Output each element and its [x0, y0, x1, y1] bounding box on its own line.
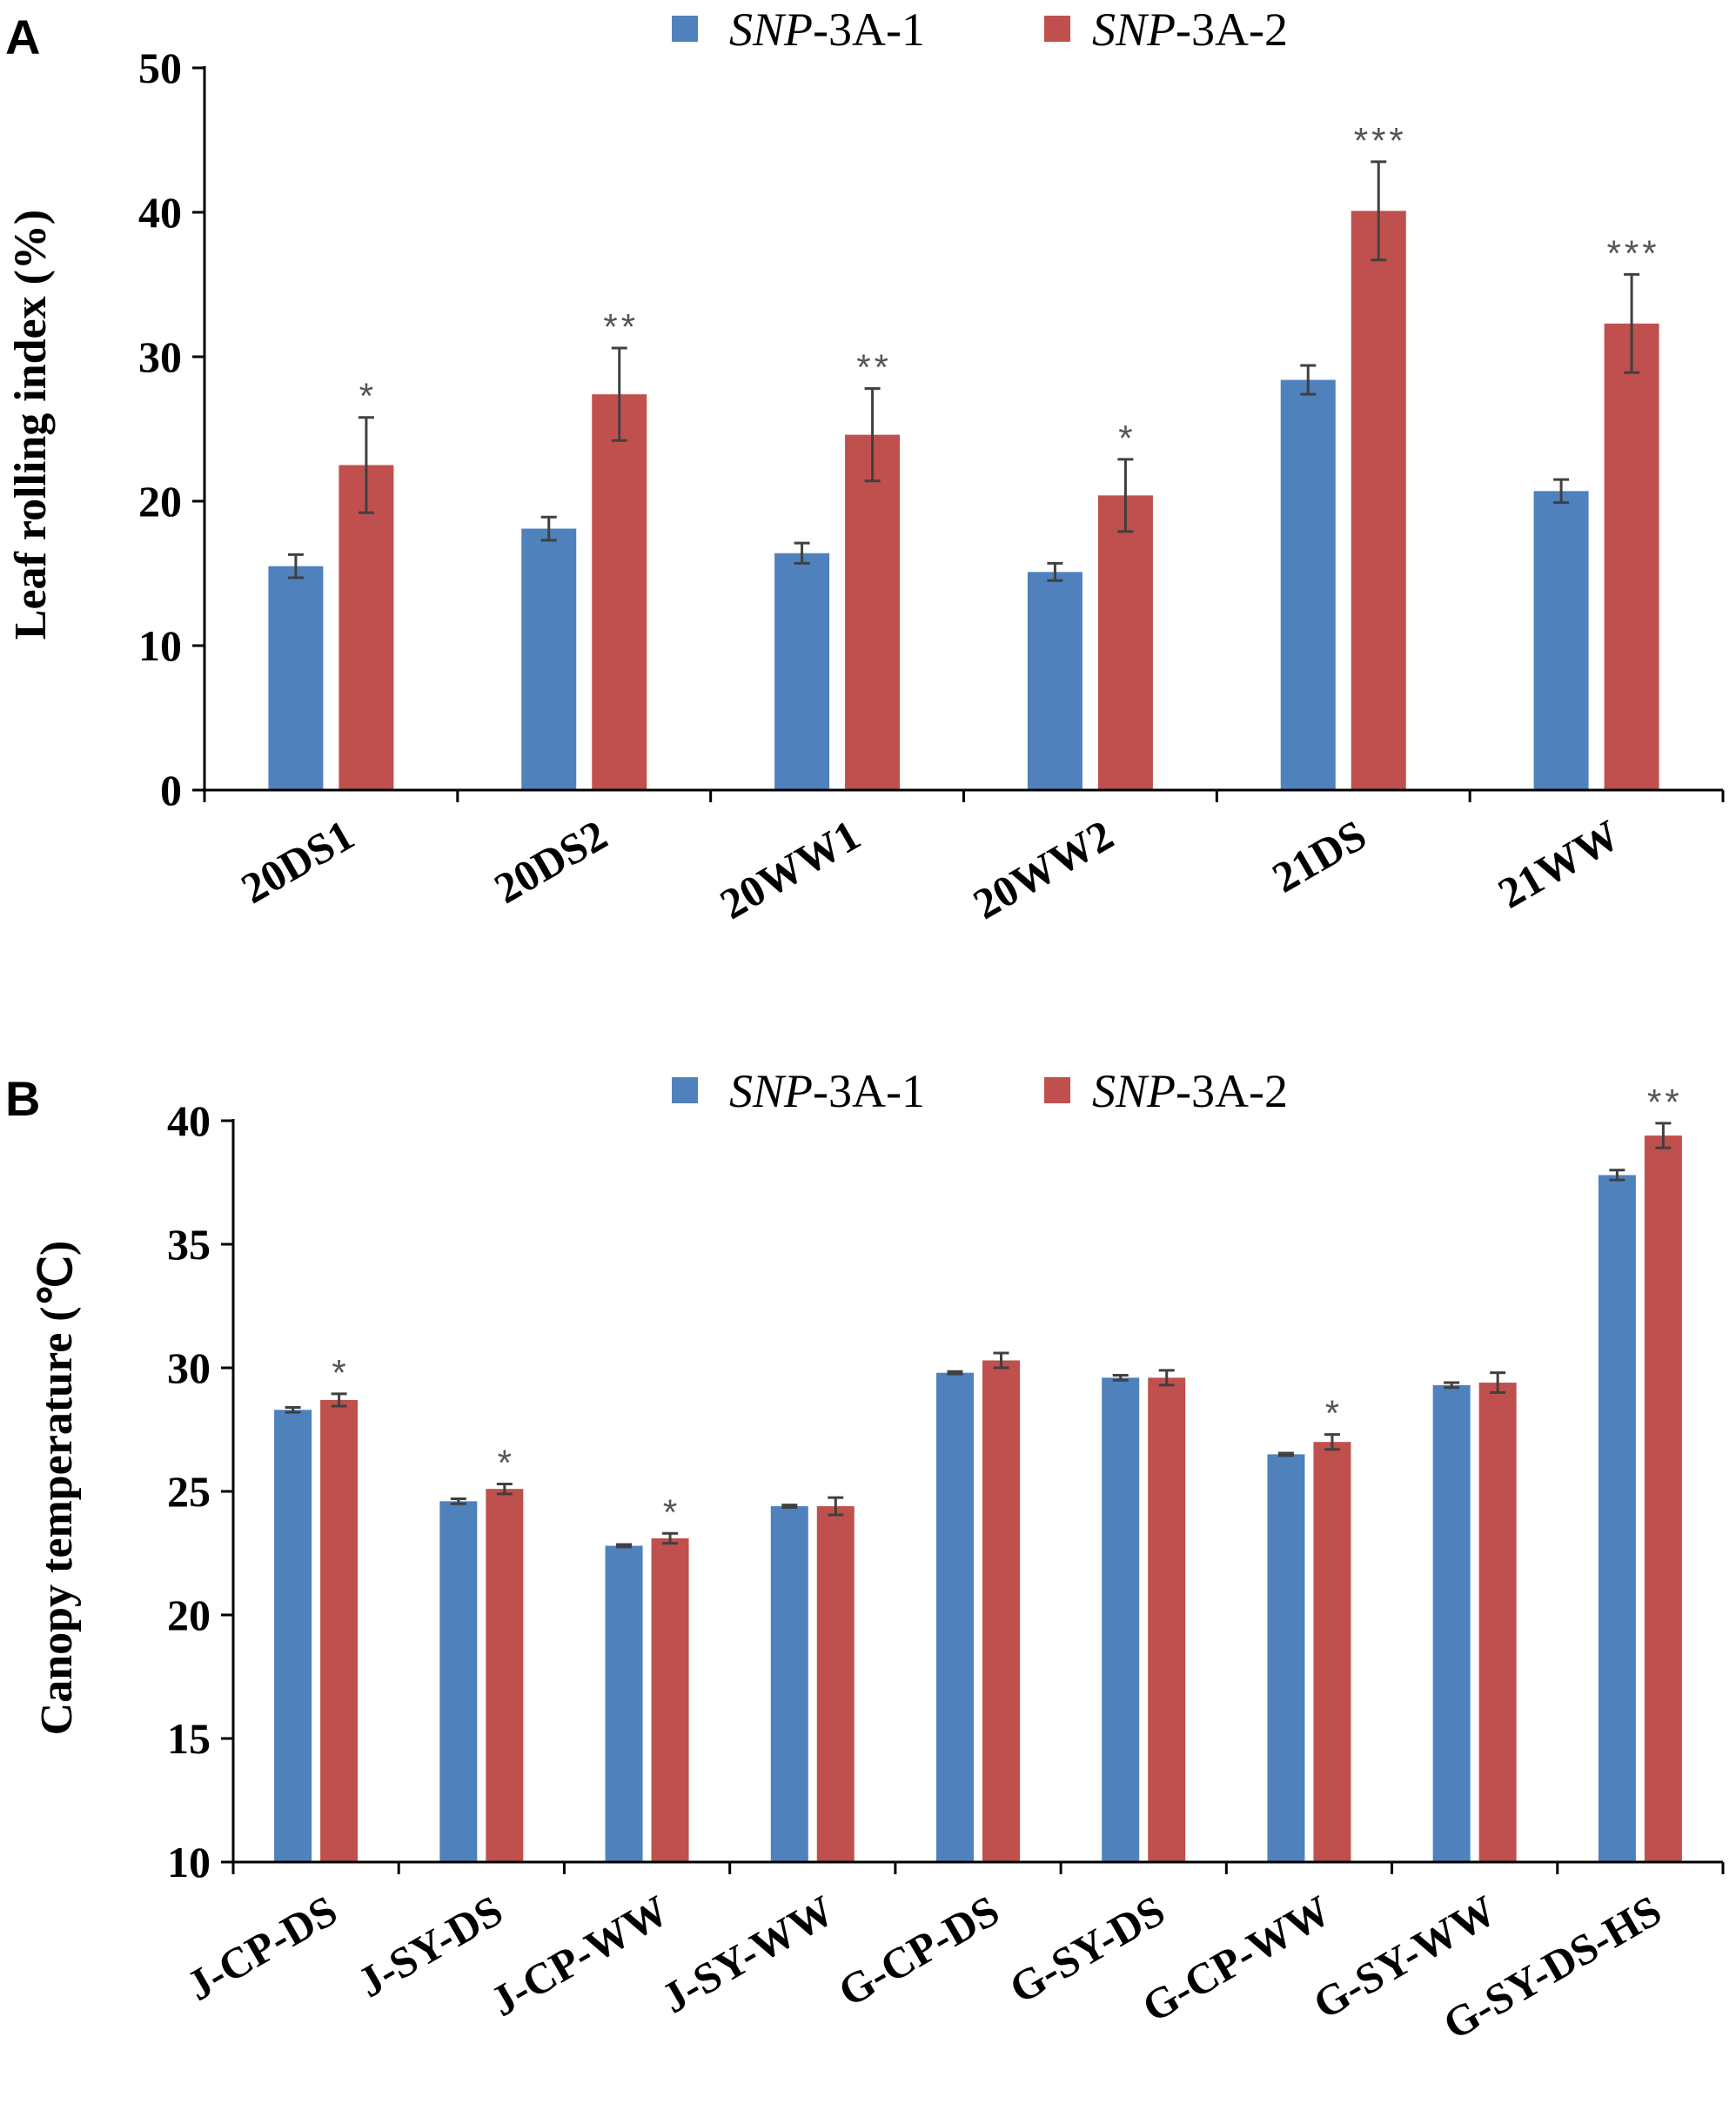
significance-marker: *: [332, 1352, 349, 1393]
panel-a-y-ticks: 0 10 20 30 40 50: [138, 44, 204, 814]
panel-a-axes: [203, 66, 1725, 802]
bar-1-J-SY-DS: [439, 1501, 478, 1862]
legend-swatch-series2: [1044, 16, 1070, 42]
legend-label-series1: SNP-3A-1: [729, 3, 925, 56]
panel-a-y-axis-title: Leaf rolling index (%): [6, 210, 56, 640]
bar-1-G-SY-DS-HS: [1598, 1175, 1636, 1862]
bar-1-J-SY-WW: [770, 1506, 808, 1862]
x-tick-label: G-CP-WW: [1134, 1886, 1338, 2032]
significance-marker: *: [1118, 418, 1136, 459]
bar-2-J-SY-WW: [816, 1506, 855, 1862]
panel-b-x-labels: J-CP-DS J-SY-DSJ-CP-WWJ-SY-WWG-CP-DSG-SY-…: [178, 1886, 1669, 2049]
y-tick-label: 40: [167, 1096, 211, 1145]
panel-b-axes: [231, 1119, 1725, 1874]
bar-1-J-CP-WW: [605, 1545, 643, 1862]
bar-2-G-CP-DS: [982, 1360, 1020, 1862]
bar-2-20DS2: [592, 394, 647, 790]
bar-2-G-SY-WW: [1478, 1383, 1517, 1862]
y-tick-label: 10: [138, 621, 182, 670]
y-tick-label: 40: [138, 188, 182, 237]
panel-b: B SNP-3A-1 SNP-3A-2 Canopy temperature (…: [5, 1065, 1725, 2049]
x-tick-label: J-CP-DS: [178, 1886, 345, 2010]
bar-2-20DS1: [338, 465, 394, 790]
panel-a-legend: SNP-3A-1 SNP-3A-2: [672, 3, 1288, 56]
y-tick-label: 35: [167, 1220, 211, 1269]
panel-a-x-labels: 20DS1 20DS2 20WW1 20WW2 21DS 21WW: [233, 810, 1627, 928]
x-tick-label: 21DS: [1264, 810, 1375, 901]
x-tick-label: 20WW2: [965, 810, 1122, 928]
x-tick-label: 20DS2: [486, 810, 614, 913]
bar-2-21DS: [1351, 211, 1406, 791]
bar-1-21DS: [1280, 379, 1336, 790]
bar-1-G-SY-DS: [1102, 1377, 1140, 1862]
bar-2-20WW1: [845, 434, 901, 790]
panel-a: A SNP-3A-1 SNP-3A-2 Leaf rolling index (…: [5, 3, 1725, 928]
bar-2-G-SY-DS: [1148, 1377, 1186, 1862]
legend-label-series2: SNP-3A-2: [1092, 3, 1288, 56]
bar-1-20WW2: [1027, 572, 1082, 790]
significance-marker: ***: [1607, 232, 1660, 273]
y-tick-label: 15: [167, 1714, 211, 1763]
significance-marker: *: [359, 376, 377, 417]
significance-marker: **: [1647, 1082, 1683, 1122]
legend-label-series1: SNP-3A-1: [729, 1065, 925, 1117]
significance-marker: **: [603, 306, 639, 347]
legend-swatch-series2: [1044, 1077, 1070, 1103]
y-tick-label: 10: [167, 1838, 211, 1886]
panel-b-legend: SNP-3A-1 SNP-3A-2: [672, 1065, 1288, 1117]
legend-label-series2: SNP-3A-2: [1092, 1065, 1288, 1117]
significance-marker: *: [663, 1491, 680, 1532]
bar-1-G-CP-WW: [1267, 1454, 1305, 1862]
panel-b-y-axis-title: Canopy temperature (℃): [32, 1241, 82, 1736]
bar-1-20DS1: [268, 566, 324, 790]
significance-marker: ***: [1354, 120, 1407, 161]
bar-1-20WW1: [774, 553, 830, 790]
bar-2-J-CP-WW: [651, 1538, 689, 1862]
panel-a-letter: A: [5, 10, 40, 64]
y-tick-label: 0: [160, 766, 182, 814]
panel-b-letter: B: [5, 1071, 40, 1126]
x-tick-label: J-SY-WW: [654, 1886, 841, 2022]
x-tick-label: 20DS1: [233, 810, 362, 913]
y-tick-label: 30: [138, 332, 182, 381]
bar-1-21WW: [1533, 491, 1589, 790]
legend-swatch-series1: [672, 1077, 698, 1103]
significance-marker: *: [1325, 1393, 1343, 1434]
y-tick-label: 30: [167, 1343, 211, 1392]
x-tick-label: J-CP-WW: [482, 1886, 676, 2026]
y-tick-label: 20: [167, 1591, 211, 1639]
panel-b-bars: ******: [274, 1082, 1683, 1862]
bar-1-J-CP-DS: [274, 1410, 312, 1862]
significance-marker: **: [856, 347, 892, 388]
panel-a-bars: ************: [268, 120, 1660, 791]
bar-2-G-CP-WW: [1313, 1442, 1351, 1862]
bar-1-G-CP-DS: [936, 1372, 974, 1862]
x-tick-label: G-CP-DS: [830, 1886, 1008, 2016]
bar-1-20DS2: [521, 528, 577, 790]
x-tick-label: 20WW1: [712, 810, 868, 928]
bar-2-J-SY-DS: [486, 1489, 524, 1862]
bar-2-20WW2: [1097, 495, 1153, 790]
bar-2-G-SY-DS-HS: [1644, 1136, 1682, 1862]
significance-marker: *: [498, 1442, 515, 1483]
y-tick-label: 25: [167, 1467, 211, 1516]
bar-1-G-SY-WW: [1432, 1384, 1471, 1862]
y-tick-label: 50: [138, 44, 182, 92]
y-tick-label: 20: [138, 477, 182, 526]
panel-b-y-ticks: 10 15 20 25 30 35 40: [167, 1096, 233, 1886]
x-tick-label: 21WW: [1490, 810, 1627, 917]
legend-swatch-series1: [672, 16, 698, 42]
bar-2-21WW: [1604, 323, 1659, 790]
bar-2-J-CP-DS: [320, 1399, 359, 1862]
